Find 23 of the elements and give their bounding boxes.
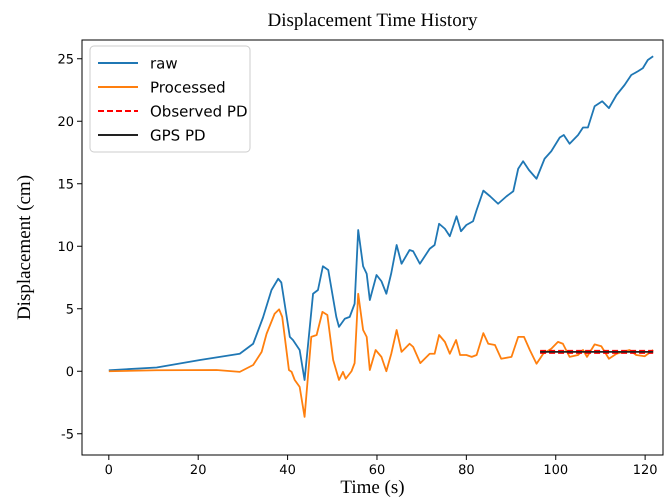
y-tick-label: 0: [66, 364, 74, 380]
legend-label: GPS PD: [150, 126, 206, 144]
y-tick-label: 25: [57, 52, 74, 68]
chart-title: Displacement Time History: [267, 10, 478, 31]
y-tick-label: 15: [57, 177, 74, 192]
x-tick-label: 20: [190, 463, 206, 478]
y-tick-label: -5: [61, 427, 74, 442]
x-axis-title: Time (s): [340, 477, 405, 498]
y-axis-title: Displacement (cm): [14, 174, 35, 320]
line-series: [108, 55, 654, 381]
x-tick-label: 0: [104, 463, 113, 478]
y-tick-label: 5: [66, 302, 74, 318]
x-tick-label: 60: [368, 463, 386, 478]
y-tick-label: 20: [57, 114, 74, 130]
x-tick-label: 80: [458, 463, 475, 478]
legend-label: raw: [150, 54, 178, 72]
legend-label: Processed: [150, 78, 226, 96]
x-tick-label: 100: [543, 463, 568, 478]
x-tick-label: 40: [279, 463, 296, 478]
x-tick-label: 120: [632, 463, 658, 478]
line-series: [108, 292, 654, 418]
y-tick-label: 10: [57, 240, 74, 255]
legend-label: Observed PD: [150, 102, 248, 120]
